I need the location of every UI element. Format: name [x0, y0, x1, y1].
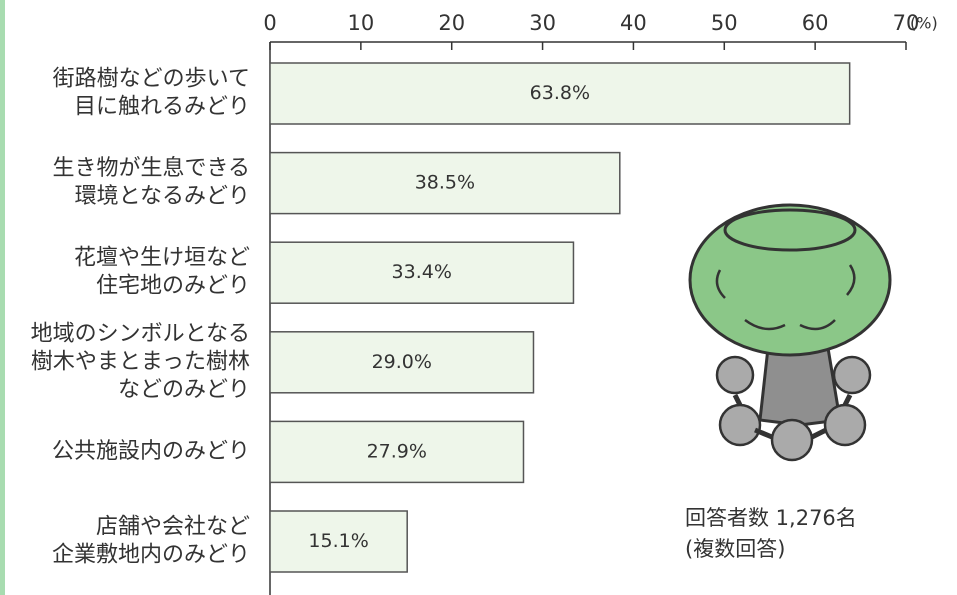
value-label: 63.8% — [530, 82, 590, 104]
category-label: 街路樹などの歩いて — [53, 67, 250, 92]
category-label: 生き物が生息できる — [52, 156, 250, 181]
x-tick-label: 40 — [620, 11, 647, 35]
side-border — [0, 0, 5, 595]
category-label: 地域のシンボルとなる — [31, 321, 250, 346]
x-tick-label: 20 — [438, 11, 465, 35]
category-label: 企業敷地内のみどり — [52, 543, 250, 568]
x-tick-label: 50 — [711, 11, 738, 35]
category-label: などのみどり — [118, 377, 250, 402]
x-tick-label: 30 — [529, 11, 556, 35]
annotation: (複数回答) — [685, 537, 785, 561]
category-label: 樹木やまとまった樹林 — [31, 349, 250, 374]
chart: 010203040506070(%)63.8%街路樹などの歩いて目に触れるみどり… — [0, 0, 957, 595]
category-label: 店舗や会社など — [96, 515, 250, 540]
value-label: 33.4% — [392, 261, 452, 283]
category-label: 目に触れるみどり — [74, 95, 250, 120]
category-label: 公共施設内のみどり — [52, 439, 250, 464]
tree-illustration — [690, 205, 890, 460]
x-tick-label: 10 — [347, 11, 374, 35]
value-label: 15.1% — [308, 530, 368, 552]
value-label: 29.0% — [372, 351, 432, 373]
x-tick-label: 0 — [263, 11, 276, 35]
value-label: 27.9% — [367, 440, 427, 462]
category-label: 花壇や生け垣など — [74, 246, 250, 271]
category-label: 環境となるみどり — [75, 184, 250, 209]
annotation: 回答者数 1,276名 — [685, 506, 857, 530]
value-label: 38.5% — [415, 172, 475, 194]
x-tick-label: 60 — [802, 11, 829, 35]
unit-label: (%) — [910, 14, 938, 33]
category-label: 住宅地のみどり — [96, 274, 250, 299]
